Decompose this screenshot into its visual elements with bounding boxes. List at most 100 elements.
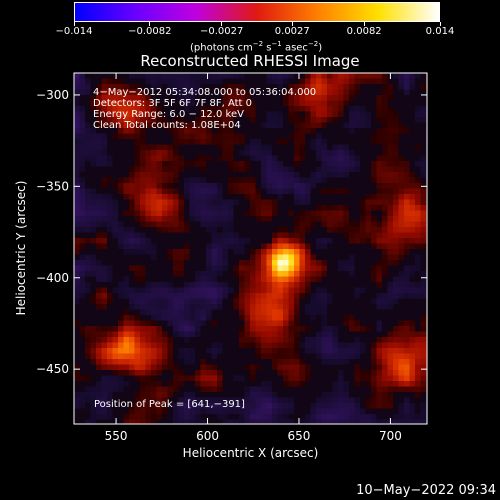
heatmap-cell: [250, 392, 256, 398]
heatmap-cell: [189, 183, 196, 189]
heatmap-cell: [409, 276, 416, 283]
heatmap-cell: [217, 298, 223, 305]
heatmap-cell: [162, 265, 168, 272]
heatmap-cell: [134, 122, 141, 129]
heatmap-cell: [217, 293, 223, 299]
heatmap-cell: [266, 359, 273, 365]
heatmap-cell: [332, 161, 339, 167]
heatmap-cell: [255, 155, 262, 162]
heatmap-cell: [371, 133, 377, 140]
heatmap-cell: [343, 282, 350, 288]
heatmap-cell: [305, 95, 311, 101]
heatmap-cell: [123, 397, 130, 404]
heatmap-cell: [151, 419, 157, 424]
heatmap-cell: [277, 271, 284, 277]
heatmap-cell: [255, 414, 262, 420]
heatmap-cell: [371, 381, 377, 387]
heatmap-cell: [266, 326, 273, 332]
heatmap-cell: [310, 95, 317, 101]
heatmap-cell: [332, 155, 339, 162]
heatmap-cell: [409, 397, 416, 404]
heatmap-cell: [118, 265, 124, 272]
heatmap-cell: [261, 216, 267, 222]
heatmap-cell: [283, 309, 289, 316]
heatmap-cell: [404, 342, 410, 349]
heatmap-cell: [354, 342, 361, 349]
heatmap-cell: [134, 370, 141, 376]
heatmap-cell: [266, 122, 273, 129]
heatmap-cell: [376, 282, 383, 288]
heatmap-cell: [415, 216, 421, 222]
heatmap-cell: [178, 260, 185, 266]
heatmap-cell: [167, 320, 174, 327]
heatmap-cell: [222, 117, 229, 123]
heatmap-cell: [327, 150, 333, 156]
heatmap-cell: [382, 122, 388, 129]
heatmap-cell: [151, 282, 157, 288]
heatmap-cell: [255, 353, 262, 360]
heatmap-cell: [228, 260, 234, 266]
heatmap-cell: [118, 150, 124, 156]
y-tick-label: −300: [36, 88, 69, 102]
heatmap-cell: [162, 331, 168, 338]
heatmap-cell: [409, 89, 416, 96]
heatmap-cell: [327, 337, 333, 343]
heatmap-cell: [365, 95, 372, 101]
heatmap-cell: [294, 122, 300, 129]
heatmap-cell: [162, 419, 168, 424]
heatmap-cell: [195, 128, 201, 134]
heatmap-cell: [206, 78, 212, 85]
heatmap-cell: [376, 364, 383, 371]
heatmap-cell: [217, 238, 223, 244]
heatmap-cell: [327, 84, 333, 90]
heatmap-cell: [134, 260, 141, 266]
heatmap-cell: [321, 100, 328, 107]
heatmap-cell: [211, 397, 218, 404]
heatmap-cell: [118, 260, 124, 266]
heatmap-cell: [332, 304, 339, 310]
heatmap-cell: [365, 210, 372, 217]
heatmap-cell: [189, 232, 196, 239]
heatmap-cell: [151, 100, 157, 107]
heatmap-cell: [184, 304, 190, 310]
heatmap-cell: [283, 199, 289, 206]
heatmap-cell: [376, 128, 383, 134]
heatmap-cell: [134, 298, 141, 305]
heatmap-cell: [321, 238, 328, 244]
heatmap-cell: [189, 249, 196, 255]
heatmap-cell: [343, 271, 350, 277]
heatmap-cell: [211, 381, 218, 387]
heatmap-cell: [184, 375, 190, 382]
heatmap-cell: [272, 144, 278, 151]
heatmap-cell: [387, 232, 394, 239]
heatmap-cell: [239, 144, 245, 151]
heatmap-cell: [156, 128, 163, 134]
heatmap-cell: [272, 155, 278, 162]
heatmap-cell: [277, 84, 284, 90]
heatmap-cell: [338, 106, 344, 112]
heatmap-cell: [151, 95, 157, 101]
heatmap-cell: [310, 205, 317, 211]
heatmap-cell: [85, 419, 91, 424]
heatmap-cell: [184, 254, 190, 261]
heatmap-cell: [112, 320, 119, 327]
heatmap-cell: [107, 144, 113, 151]
heatmap-cell: [332, 84, 339, 90]
heatmap-cell: [266, 161, 273, 167]
heatmap-cell: [365, 117, 372, 123]
heatmap-cell: [360, 139, 366, 145]
heatmap-cell: [387, 403, 394, 409]
heatmap-cell: [294, 144, 300, 151]
heatmap-cell: [272, 95, 278, 101]
heatmap-cell: [151, 320, 157, 327]
heatmap-cell: [343, 408, 350, 415]
heatmap-cell: [409, 232, 416, 239]
heatmap-cell: [79, 166, 86, 173]
heatmap-cell: [85, 150, 91, 156]
heatmap-cell: [123, 326, 130, 332]
heatmap-cell: [294, 161, 300, 167]
heatmap-cell: [184, 144, 190, 151]
heatmap-cell: [349, 194, 355, 200]
heatmap-cell: [376, 397, 383, 404]
heatmap-cell: [112, 172, 119, 178]
